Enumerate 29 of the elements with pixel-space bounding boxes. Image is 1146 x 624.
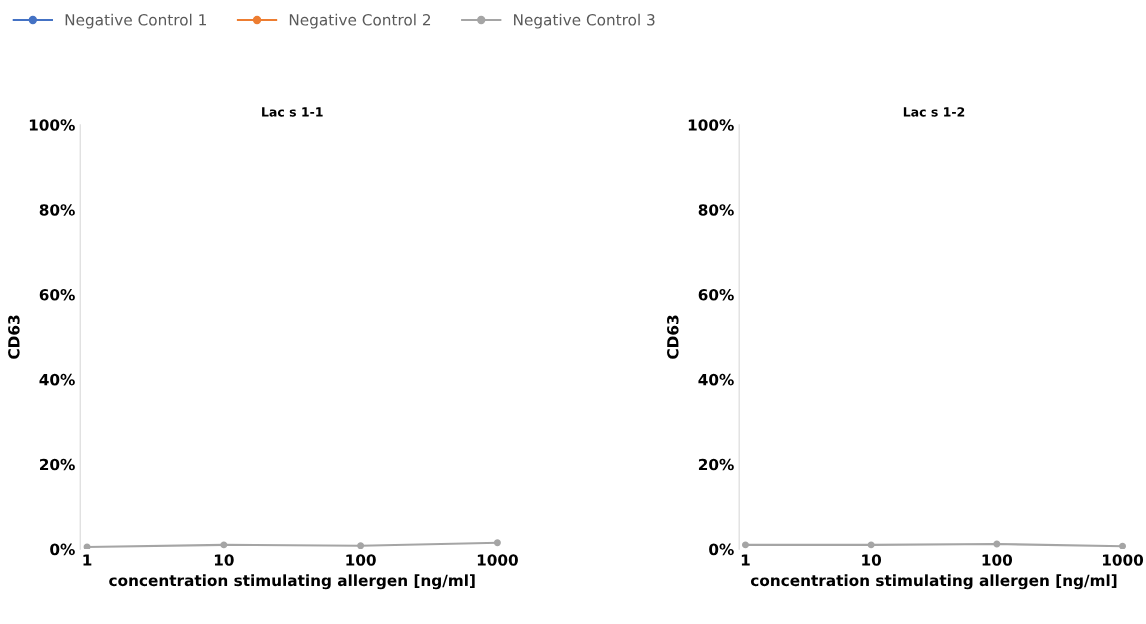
x-axis-title: concentration stimulating allergen [ng/ml] <box>750 574 1117 590</box>
y-tick-label: 20% <box>698 458 734 471</box>
x-axis-title: concentration stimulating allergen [ng/ml] <box>109 574 475 590</box>
y-tick-label: 100% <box>29 119 75 131</box>
legend-label: Negative Control 2 <box>289 13 431 29</box>
y-tick-label: 80% <box>39 204 75 216</box>
y-axis-title: CD63 <box>8 315 20 359</box>
y-tick-label: 0% <box>709 543 734 556</box>
x-tick-label: 1000 <box>477 554 518 566</box>
x-tick-label: 100 <box>346 554 376 566</box>
x-tick-label: 1000 <box>1102 554 1144 566</box>
x-tick-label: 10 <box>214 554 234 566</box>
y-tick-label: 0% <box>50 543 75 556</box>
y-axis-title: CD63 <box>667 315 679 359</box>
legend-label: Negative Control 1 <box>65 13 206 29</box>
x-tick-label: 1 <box>83 554 92 566</box>
y-tick-label: 40% <box>39 373 75 386</box>
y-tick-label: 80% <box>698 204 734 216</box>
x-tick-label: 10 <box>862 554 882 566</box>
chart-title: Lac s 1-2 <box>903 107 965 117</box>
legend-label: Negative Control 3 <box>514 13 655 29</box>
y-tick-label: 100% <box>688 119 734 131</box>
y-tick-label: 60% <box>39 288 75 301</box>
chart-title: Lac s 1-1 <box>262 107 323 117</box>
y-tick-label: 60% <box>698 288 734 301</box>
x-tick-label: 1 <box>741 554 750 566</box>
y-tick-label: 40% <box>698 373 734 386</box>
x-tick-label: 100 <box>982 554 1013 566</box>
y-tick-label: 20% <box>40 458 75 471</box>
